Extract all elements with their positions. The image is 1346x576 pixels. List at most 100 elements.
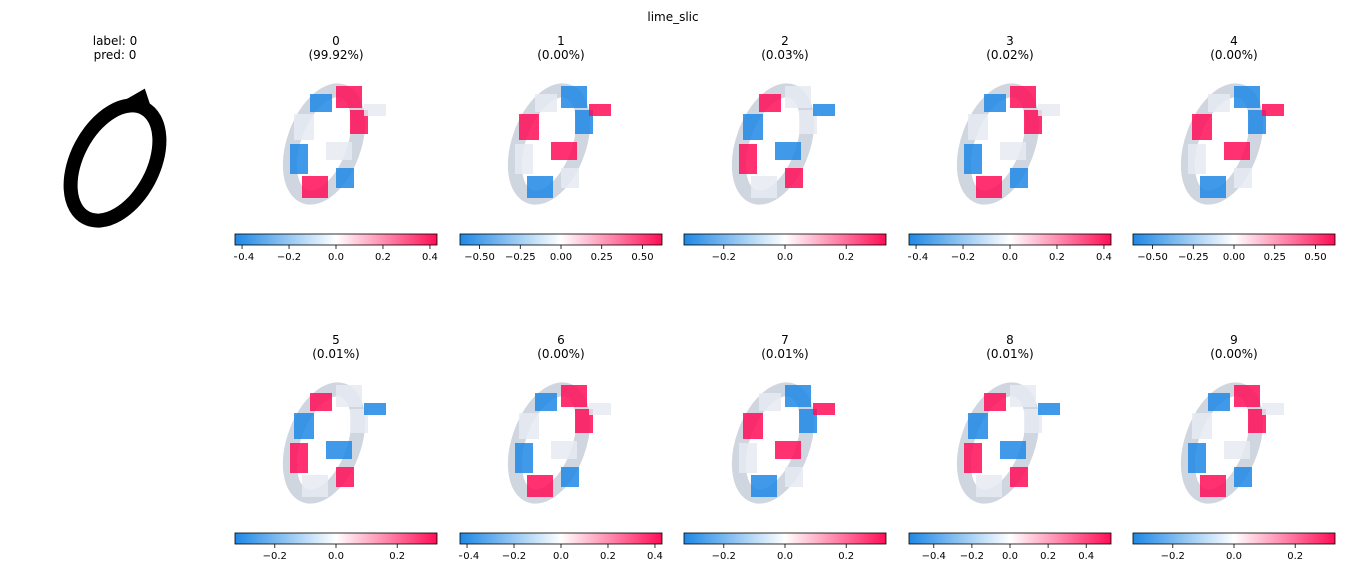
- colorbar-tick-label: −0.25: [1178, 252, 1209, 263]
- colorbar-tick-label: 0.2: [375, 252, 391, 263]
- panel-class-label: 1: [557, 34, 565, 48]
- panel-probability: (99.92%): [308, 48, 364, 62]
- panel-probability: (0.03%): [761, 48, 809, 62]
- attribution-heatmap: [1180, 83, 1284, 205]
- explanation-panel-class-7: 7 (0.01%) −0.2 0.0 0.2: [683, 333, 887, 573]
- superpixel-segment: [775, 441, 801, 459]
- superpixel-segment: [535, 393, 557, 411]
- superpixel-segment: [1234, 385, 1260, 407]
- superpixel-segment: [515, 443, 533, 473]
- superpixel-segment: [302, 176, 328, 198]
- panel-class-label: 7: [781, 333, 789, 347]
- superpixel-segment: [364, 104, 386, 116]
- superpixel-segment: [1010, 385, 1036, 407]
- superpixel-segment: [294, 413, 314, 439]
- colorbar-gradient: [908, 233, 1112, 246]
- superpixel-segment: [336, 467, 354, 487]
- superpixel-segment: [1010, 467, 1028, 487]
- colorbar: −0.4 −0.2 0.0 0.2 0.4: [459, 532, 663, 562]
- panel-probability: (0.02%): [986, 48, 1034, 62]
- superpixel-segment: [1038, 104, 1060, 116]
- superpixel-segment: [364, 403, 386, 415]
- colorbar-tick-label: 0.00: [550, 252, 572, 263]
- attribution-heatmap: [1180, 382, 1284, 504]
- colorbar: −0.4 −0.2 0.0 0.2 0.4: [234, 233, 438, 263]
- explanation-panel-class-0: 0 (99.92%) −0.4 −0.2 0.0 0.2 0.4: [234, 34, 438, 274]
- superpixel-segment: [575, 110, 593, 134]
- superpixel-segment: [302, 475, 328, 497]
- superpixel-segment: [964, 144, 982, 174]
- superpixel-segment: [751, 176, 777, 198]
- colorbar-tick-label: −0.4: [908, 252, 928, 263]
- colorbar-tick-label: 0.0: [328, 252, 344, 263]
- superpixel-segment: [1208, 94, 1230, 112]
- colorbar: −0.4 −0.2 0.0 0.2 0.4: [908, 532, 1112, 562]
- true-label: label: 0: [92, 34, 138, 48]
- superpixel-segment: [976, 475, 1002, 497]
- superpixel-segment: [561, 385, 587, 407]
- superpixel-segment: [1234, 467, 1252, 487]
- superpixel-segment: [527, 176, 553, 198]
- colorbar-gradient: [234, 233, 438, 246]
- colorbar-tick-label: 0.2: [389, 551, 405, 562]
- explanation-panel-class-1: 1 (0.00%) −0.50 −0.25 0.00 0.25 0.50: [459, 34, 663, 274]
- colorbar-tick-label: 0.00: [1223, 252, 1245, 263]
- colorbar-tick-label: 0.0: [1002, 252, 1018, 263]
- attribution-heatmap: [731, 83, 835, 205]
- colorbar-tick-label: 0.0: [553, 551, 569, 562]
- superpixel-segment: [1010, 168, 1028, 188]
- superpixel-segment: [294, 114, 314, 140]
- superpixel-segment: [759, 94, 781, 112]
- colorbar-tick-label: 0.2: [1049, 252, 1065, 263]
- superpixel-segment: [785, 467, 803, 487]
- colorbar-tick-label: 0.2: [1287, 551, 1303, 562]
- superpixel-segment: [515, 144, 533, 174]
- superpixel-segment: [759, 393, 781, 411]
- panel-class-label: 2: [781, 34, 789, 48]
- explanation-panel-class-6: 6 (0.00%) −0.4 −0.2 0.0 0.2 0.4: [459, 333, 663, 573]
- superpixel-segment: [1000, 441, 1026, 459]
- superpixel-segment: [336, 168, 354, 188]
- superpixel-segment: [1038, 403, 1060, 415]
- colorbar-tick-label: −0.4: [234, 252, 254, 263]
- predicted-label: pred: 0: [93, 48, 137, 62]
- superpixel-segment: [1262, 403, 1284, 415]
- colorbar-tick-label: −0.50: [1137, 252, 1168, 263]
- colorbar-tick-label: 0.0: [328, 551, 344, 562]
- colorbar-tick-label: −0.2: [712, 252, 736, 263]
- superpixel-segment: [799, 110, 817, 134]
- explanation-panel-class-9: 9 (0.00%) −0.2 0.0 0.2: [1132, 333, 1336, 573]
- superpixel-segment: [310, 94, 332, 112]
- superpixel-segment: [1224, 441, 1250, 459]
- panel-class-label: 9: [1230, 333, 1238, 347]
- superpixel-segment: [310, 393, 332, 411]
- colorbar: −0.2 0.0 0.2: [1132, 532, 1336, 562]
- superpixel-segment: [350, 409, 368, 433]
- superpixel-segment: [1192, 114, 1212, 140]
- panel-class-label: 3: [1006, 34, 1014, 48]
- superpixel-segment: [551, 441, 577, 459]
- superpixel-segment: [799, 409, 817, 433]
- attribution-heatmap: [507, 83, 611, 205]
- colorbar-tick-label: 0.2: [838, 551, 854, 562]
- colorbar-tick-label: 0.0: [777, 252, 793, 263]
- explanation-panel-class-2: 2 (0.03%) −0.2 0.0 0.2: [683, 34, 887, 274]
- colorbar-tick-label: 0.0: [1226, 551, 1242, 562]
- colorbar-tick-label: 0.50: [631, 252, 653, 263]
- superpixel-segment: [739, 144, 757, 174]
- colorbar-tick-label: 0.25: [1264, 252, 1286, 263]
- panel-probability: (0.00%): [1210, 347, 1258, 361]
- panel-probability: (0.00%): [537, 347, 585, 361]
- explanation-panel-class-4: 4 (0.00%) −0.50 −0.25 0.00 0.25 0.50: [1132, 34, 1336, 274]
- colorbar: −0.4 −0.2 0.0 0.2 0.4: [908, 233, 1112, 263]
- superpixel-segment: [976, 176, 1002, 198]
- superpixel-segment: [527, 475, 553, 497]
- superpixel-segment: [1208, 393, 1230, 411]
- colorbar-gradient: [234, 532, 438, 545]
- colorbar-gradient: [459, 233, 663, 246]
- panel-probability: (0.01%): [986, 347, 1034, 361]
- colorbar-tick-label: −0.4: [922, 551, 946, 562]
- superpixel-segment: [290, 443, 308, 473]
- panel-class-label: 5: [332, 333, 340, 347]
- input-digit-image: [63, 88, 167, 228]
